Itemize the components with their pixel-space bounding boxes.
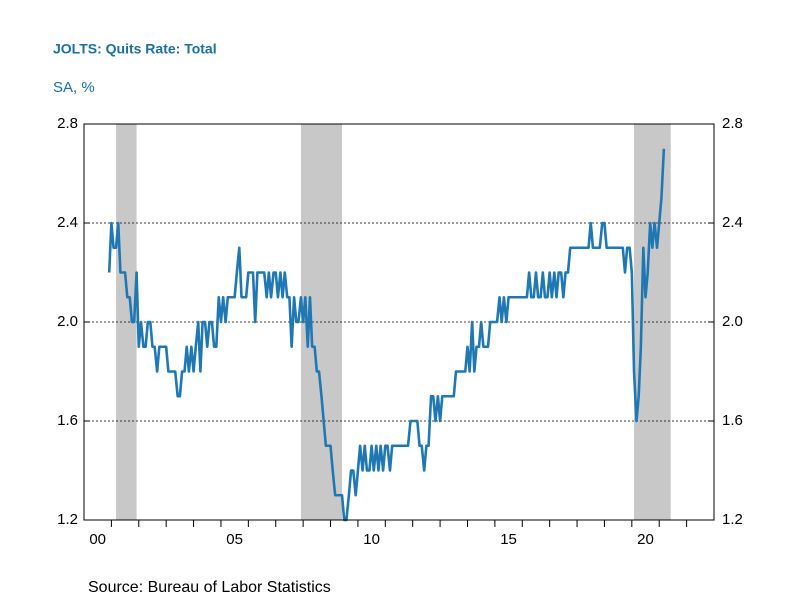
source-note: Source: Bureau of Labor Statistics — [88, 579, 331, 596]
x-tick-label: 10 — [363, 531, 380, 548]
data-line — [107, 148, 666, 522]
chart-title: JOLTS: Quits Rate: Total — [53, 41, 217, 57]
y2-tick-label: 1.6 — [722, 412, 743, 429]
x-tick-label: 20 — [637, 531, 654, 548]
x-tick-label: 15 — [500, 531, 517, 548]
x-tick-label: 00 — [89, 531, 106, 548]
plot-frame — [83, 123, 715, 521]
y2-tick-label: 2.4 — [722, 214, 743, 231]
x-tick-label: 05 — [226, 531, 243, 548]
y-tick-label: 2.0 — [57, 313, 78, 330]
y-tick-label: 1.2 — [57, 511, 78, 528]
y-tick-label: 2.8 — [57, 115, 78, 132]
y2-tick-label: 2.0 — [722, 313, 743, 330]
y-tick-label: 1.6 — [57, 412, 78, 429]
y2-tick-label: 2.8 — [722, 115, 743, 132]
chart-subtitle: SA, % — [53, 79, 95, 96]
y-tick-label: 2.4 — [57, 214, 78, 231]
y2-tick-label: 1.2 — [722, 511, 743, 528]
